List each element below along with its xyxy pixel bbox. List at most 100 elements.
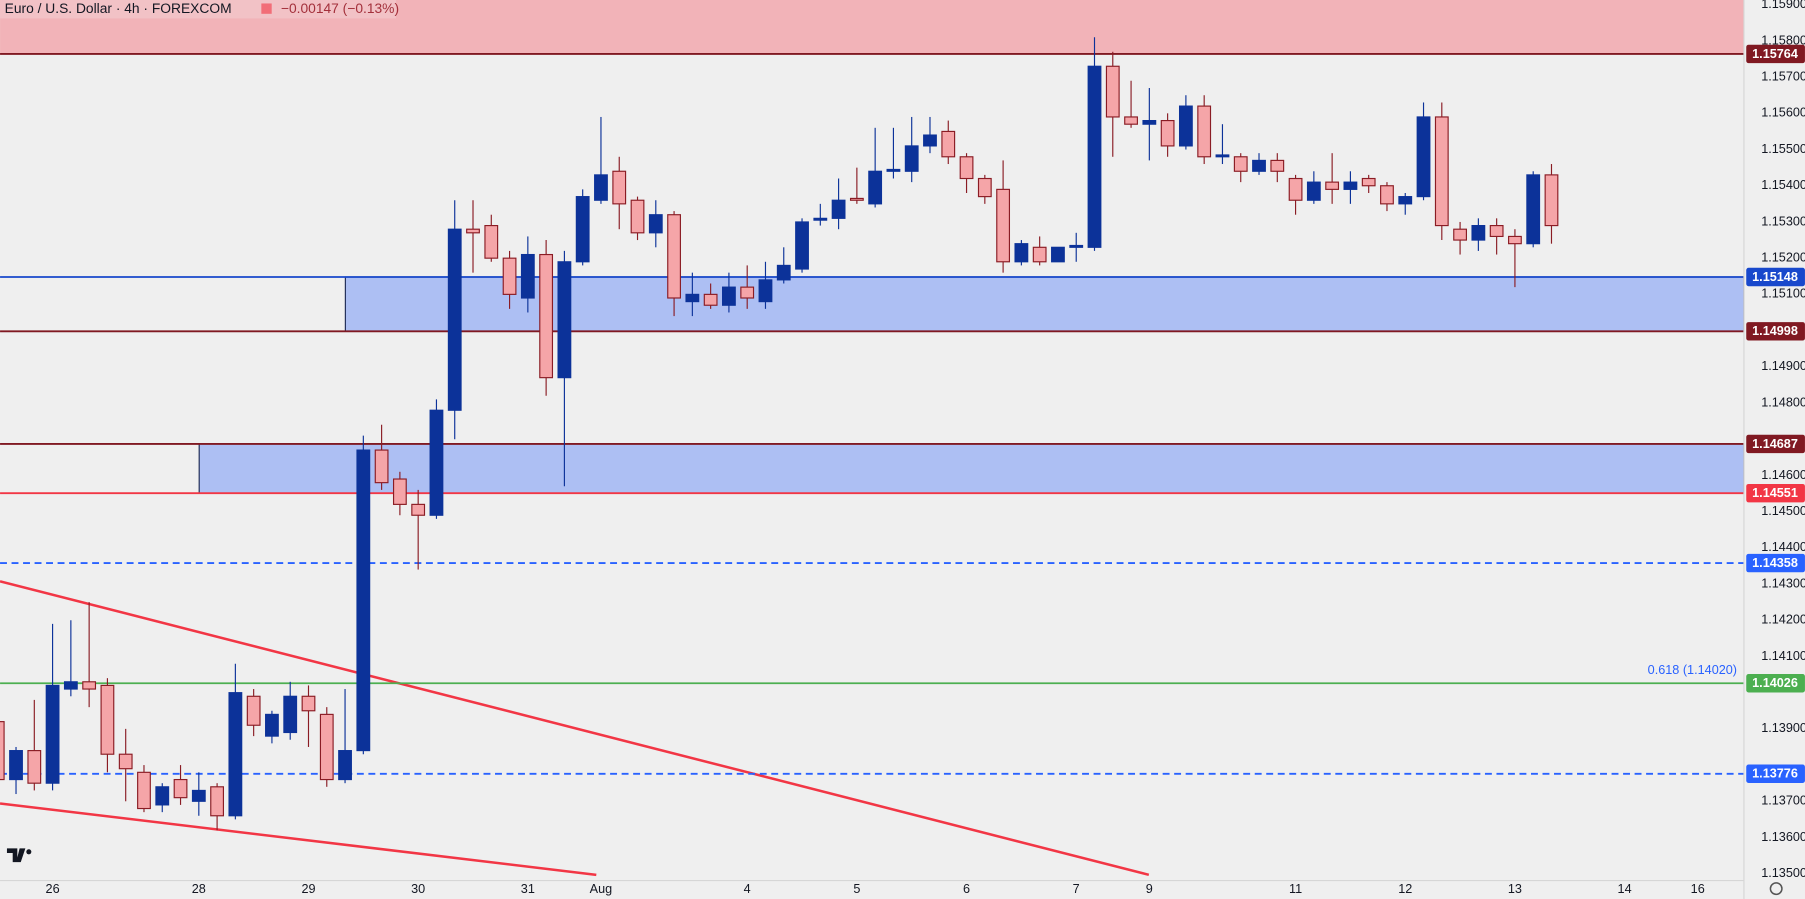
- y-tick-label: 1.15400: [1761, 178, 1805, 192]
- candle-body: [1306, 181, 1321, 201]
- y-tick-label: 1.14500: [1761, 504, 1805, 518]
- candle-body: [831, 199, 846, 219]
- x-tick-label: 7: [1073, 882, 1080, 896]
- candle-body: [1233, 156, 1248, 172]
- price-badge: [1746, 674, 1805, 693]
- candle-body: [502, 257, 517, 295]
- x-tick-label: 31: [521, 882, 535, 896]
- candle-body: [520, 253, 535, 299]
- settings-icon[interactable]: [1769, 882, 1783, 896]
- price-badge: [1746, 267, 1805, 287]
- candle-body: [904, 145, 919, 172]
- price-badge: [1746, 483, 1805, 503]
- candle-body: [1434, 116, 1449, 227]
- candle-body: [758, 279, 773, 303]
- price-badge: [1746, 553, 1805, 573]
- candle-body: [1032, 246, 1047, 263]
- y-tick-label: 1.15100: [1761, 287, 1805, 301]
- candle-body: [1124, 116, 1138, 125]
- candle-body: [1051, 246, 1065, 263]
- x-tick-label: 5: [853, 882, 860, 896]
- price-badge-label: 1.14551: [1752, 486, 1798, 500]
- candle-body: [338, 750, 352, 781]
- candle-body: [575, 196, 590, 263]
- candle-body: [1215, 154, 1230, 158]
- candle-body: [996, 188, 1011, 263]
- chart-change: −0.00147 (−0.13%): [281, 0, 399, 16]
- y-tick-label: 1.15200: [1761, 251, 1805, 265]
- price-badge-label: 1.13776: [1752, 767, 1798, 781]
- candle-body: [466, 228, 480, 234]
- candles: [0, 37, 1559, 831]
- x-tick-label: 9: [1146, 882, 1153, 896]
- candle-body: [246, 695, 261, 726]
- price-badge-label: 1.15764: [1752, 47, 1798, 61]
- x-tick-label: 29: [301, 882, 315, 896]
- candle-body: [1380, 185, 1394, 205]
- candle-body: [447, 228, 462, 411]
- price-badge: [1746, 434, 1805, 454]
- price-badge: [1746, 322, 1805, 341]
- candle-body: [849, 197, 864, 201]
- price-badge-label: 1.14998: [1752, 324, 1798, 338]
- price-badge-label: 1.14358: [1752, 556, 1798, 570]
- candle-body: [1105, 65, 1120, 118]
- candle-body: [210, 786, 225, 817]
- candle-body: [941, 130, 956, 158]
- fib-annotation: 0.618 (1.14020): [1648, 663, 1737, 677]
- candle-body: [9, 750, 23, 781]
- candle-body: [795, 221, 809, 270]
- candle-body: [1014, 243, 1029, 263]
- chart-title: Euro / U.S. Dollar · 4h · FOREXCOM: [5, 0, 232, 16]
- y-tick-label: 1.14600: [1761, 468, 1805, 482]
- price-badge: [1746, 764, 1805, 783]
- candle-body: [1270, 159, 1285, 172]
- candle-body: [923, 134, 937, 147]
- candle-body: [228, 692, 243, 817]
- candle-body: [977, 177, 992, 198]
- price-badge: [1746, 44, 1805, 64]
- x-tick-label: 30: [411, 882, 425, 896]
- x-tick-label: 26: [46, 882, 60, 896]
- candle-body: [100, 684, 115, 755]
- price-badge-label: 1.15148: [1752, 270, 1798, 284]
- candle-body: [319, 713, 334, 781]
- candle-body: [722, 286, 736, 306]
- status-icon: [261, 3, 272, 14]
- header-bg: [0, 0, 397, 19]
- price-badges: 1.15764 1.15148 1.14998 1.14687 1.14551 1.143…: [1746, 44, 1805, 783]
- candle-body: [118, 753, 133, 770]
- x-tick-label: 6: [963, 882, 970, 896]
- price-badge-label: 1.14026: [1752, 676, 1798, 690]
- candle-body: [1544, 174, 1559, 227]
- candle-body: [1178, 105, 1193, 147]
- y-tick-label: 1.13900: [1761, 721, 1805, 735]
- candle-body: [1325, 181, 1340, 190]
- candle-body: [667, 214, 681, 299]
- candle-body: [173, 778, 188, 799]
- candle-body: [1526, 174, 1541, 245]
- candle-body: [411, 503, 426, 516]
- y-tick-label: 1.15700: [1761, 69, 1805, 83]
- y-tick-label: 1.14100: [1761, 649, 1805, 663]
- candle-body: [1471, 225, 1486, 241]
- candle-body: [283, 695, 298, 734]
- candle-body: [1160, 119, 1175, 147]
- candle-body: [1508, 235, 1522, 245]
- y-tick-label: 1.15600: [1761, 106, 1805, 120]
- trendlines: [0, 580, 1150, 877]
- x-tick-label: 14: [1618, 882, 1632, 896]
- x-tick-label: Aug: [590, 882, 613, 896]
- y-tick-label: 1.14800: [1761, 395, 1805, 409]
- candle-body: [1142, 119, 1157, 125]
- logo: [6, 848, 32, 863]
- y-tick-label: 1.14300: [1761, 576, 1805, 590]
- candle-body: [265, 713, 279, 737]
- candle-body: [137, 771, 151, 810]
- candle-body: [1489, 225, 1504, 238]
- candle-body: [539, 253, 554, 379]
- x-tick-label: 12: [1398, 882, 1412, 896]
- candle-body: [1398, 196, 1413, 205]
- candle-body: [740, 286, 755, 299]
